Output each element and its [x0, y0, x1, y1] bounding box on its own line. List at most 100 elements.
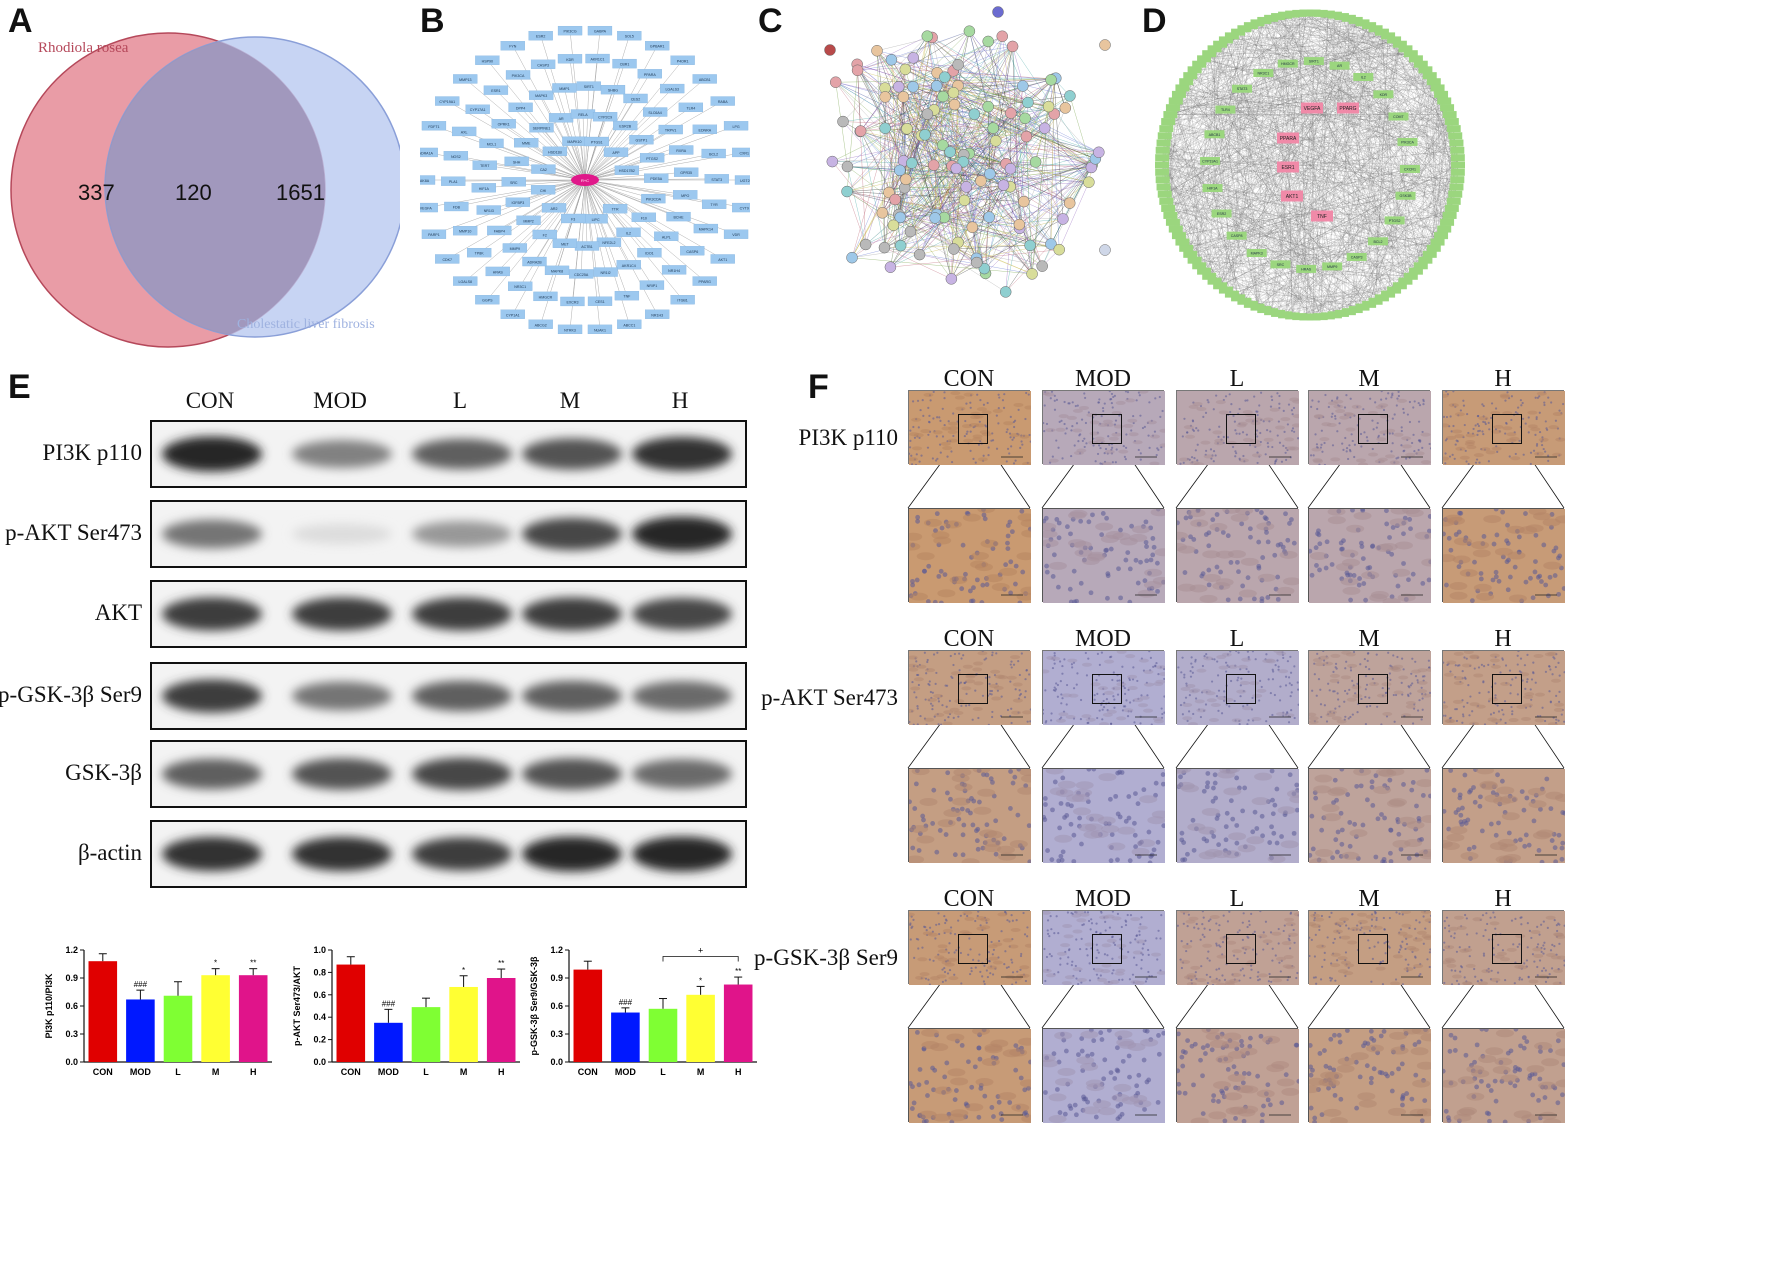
svg-text:CYP19A1: CYP19A1	[1202, 160, 1218, 164]
svg-text:PIK3CA: PIK3CA	[1401, 140, 1414, 144]
zoom-region-box	[1092, 674, 1122, 704]
network-node: F2	[532, 229, 557, 240]
svg-text:PPARA: PPARA	[1280, 136, 1297, 142]
svg-text:ABCG2: ABCG2	[535, 323, 547, 327]
network-node: MAPK3	[529, 90, 554, 100]
network-node	[1155, 176, 1170, 184]
network-node: HSP90	[475, 55, 500, 65]
network-node	[1426, 244, 1441, 252]
network-node: MAPK10	[562, 136, 587, 146]
zoom-region-box	[1226, 934, 1256, 964]
ppi-node	[983, 211, 995, 223]
svg-text:PIK3CG: PIK3CG	[563, 30, 576, 34]
x-tick-label: L	[423, 1067, 429, 1077]
network-node: CXR1	[732, 147, 750, 158]
ihc-zoom-image	[1042, 1028, 1165, 1123]
ppi-node	[871, 45, 883, 57]
bar-chart-pi3k: PI3K p110/PI3K 0.0 0.3 0.6 0.9 1.2 CON MOD ### L M…	[44, 945, 272, 1077]
target-network: UGT2B7 CYT9 VDR AKT1 PPARG ITGB1 NR1H3 ABCC1 NUA…	[420, 25, 750, 335]
network-node	[1450, 168, 1465, 176]
svg-text:CYP2C9: CYP2C9	[598, 116, 612, 120]
svg-text:STAT3: STAT3	[1237, 87, 1248, 91]
network-node: PLA1	[441, 176, 466, 186]
x-tick-label: MOD	[378, 1067, 399, 1077]
svg-text:NR3C1: NR3C1	[514, 285, 526, 289]
network-node: AXL	[451, 126, 477, 137]
network-node: SHH	[504, 156, 529, 167]
network-node: MET	[552, 238, 578, 248]
network-node: ABCB1	[1204, 130, 1225, 139]
ppi-node	[1020, 130, 1033, 143]
network-node: MMP2	[516, 215, 541, 225]
network-node	[1155, 161, 1169, 169]
lane-header: H	[671, 388, 689, 413]
svg-text:HSP90: HSP90	[482, 59, 493, 63]
venn-set1-label: Rhodiola rosea	[38, 40, 129, 56]
svg-text:CYP17A1: CYP17A1	[470, 108, 486, 112]
y-tick-label: 0.6	[65, 1001, 78, 1011]
network-node: PPARA	[637, 69, 662, 79]
venn-both-count: 120	[175, 180, 212, 205]
blot-band	[632, 597, 732, 631]
svg-text:RXRA: RXRA	[676, 149, 687, 153]
ppi-node	[1013, 218, 1026, 231]
svg-text:MAPK3: MAPK3	[535, 94, 547, 98]
svg-text:AKR1C4: AKR1C4	[622, 264, 636, 268]
network-node: PTGS2	[1384, 216, 1405, 225]
y-tick-label: 0.8	[313, 967, 326, 977]
network-node: MAK8A	[420, 175, 436, 185]
svg-text:PPARA: PPARA	[644, 73, 657, 77]
network-node	[1387, 286, 1402, 294]
network-node: ABCG2	[528, 319, 553, 329]
svg-text:AKR1C1: AKR1C1	[591, 58, 605, 62]
svg-text:MMP10: MMP10	[459, 230, 471, 234]
network-node: PIK3CA	[1397, 137, 1418, 146]
svg-text:AR: AR	[1337, 64, 1342, 68]
ihc-overview-image	[1176, 390, 1299, 465]
network-node: LGALS8	[453, 276, 478, 286]
svg-text:CXCR1: CXCR1	[1404, 167, 1416, 171]
ihc-zoom-image	[1308, 1028, 1431, 1123]
network-node	[1451, 161, 1465, 169]
hub-network: GSK3B PTGS2 BCL2 CASP3 MMP9 HRAS SRC MAPK3 CASP8…	[1155, 9, 1465, 321]
network-node: CYT9	[732, 202, 750, 213]
ihc-row-label: p-GSK-3β Ser9	[754, 945, 898, 970]
svg-text:MET: MET	[561, 242, 569, 246]
svg-text:SIRT1: SIRT1	[1309, 60, 1319, 64]
svg-text:NOS2: NOS2	[451, 155, 461, 159]
network-node	[1155, 168, 1170, 176]
svg-text:PIK3CDA: PIK3CDA	[646, 198, 662, 202]
network-node: VEGFA	[420, 202, 438, 213]
ihc-column-header: M	[1358, 886, 1380, 912]
x-tick-label: H	[250, 1067, 257, 1077]
svg-text:CYP1A1: CYP1A1	[506, 313, 520, 317]
network-node: ESR2	[1211, 209, 1232, 218]
svg-text:P4OR1: P4OR1	[677, 59, 689, 63]
svg-text:CYT9: CYT9	[740, 207, 749, 211]
network-node: NRIP1	[639, 280, 665, 290]
ihc-column-header: CON	[943, 886, 995, 912]
y-tick-label: 0.6	[550, 1001, 563, 1011]
network-node: BCL2	[1367, 237, 1388, 246]
ppi-node	[878, 241, 891, 254]
panel-letter-a: A	[8, 2, 33, 40]
ppi-node	[984, 168, 996, 180]
y-tick-label: 0.3	[550, 1029, 563, 1039]
network-node: CASP8	[1226, 231, 1247, 240]
network-node: TLR4	[678, 102, 704, 113]
ppi-node	[1029, 156, 1042, 168]
network-node	[1163, 211, 1178, 219]
zoom-region-box	[1226, 674, 1256, 704]
network-node: TRPV1	[658, 124, 683, 135]
network-node: SHBG	[600, 84, 626, 95]
network-node	[1392, 40, 1407, 48]
network-node: NR1H4	[661, 265, 687, 275]
ppi-node	[1063, 197, 1076, 209]
network-node	[1430, 84, 1445, 92]
panel-letter-c: C	[758, 2, 783, 40]
svg-text:LGALS8: LGALS8	[458, 280, 472, 284]
network-node	[1165, 218, 1180, 226]
network-node	[1422, 72, 1437, 80]
ihc-zoom-image	[908, 1028, 1031, 1123]
network-node: AKR1C4	[616, 260, 641, 270]
